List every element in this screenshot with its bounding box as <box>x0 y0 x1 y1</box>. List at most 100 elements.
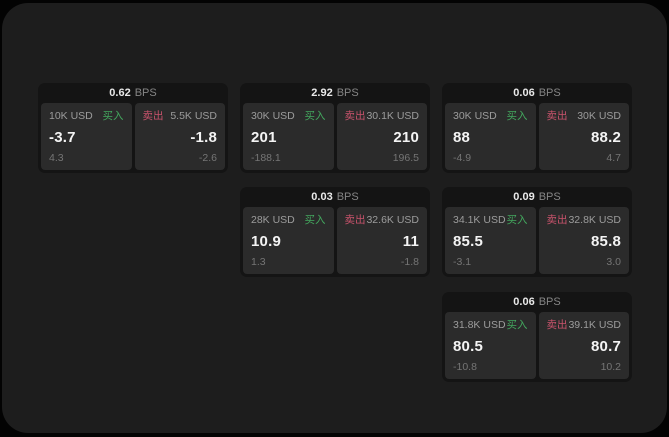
buy-panel-header: 34.1K USD 买入 <box>453 214 528 226</box>
sell-notional: 30.1K USD <box>366 110 419 122</box>
buy-panel-header: 28K USD 买入 <box>251 214 326 226</box>
buy-notional: 30K USD <box>453 110 497 122</box>
sell-panel-header: 卖出 39.1K USD <box>547 319 622 331</box>
quote-card: 2.92 BPS 30K USD 买入 201 -188.1 卖出 30.1K … <box>240 83 430 173</box>
quote-card: 0.06 BPS 30K USD 买入 88 -4.9 卖出 30K USD 8… <box>442 83 632 173</box>
spread-value: 0.62 <box>109 87 131 99</box>
spread-unit: BPS <box>336 191 359 203</box>
quote-panels: 30K USD 买入 201 -188.1 卖出 30.1K USD 210 1… <box>243 103 427 170</box>
sell-price: 80.7 <box>591 337 621 355</box>
buy-notional: 31.8K USD <box>453 319 506 331</box>
buy-panel[interactable]: 28K USD 买入 10.9 1.3 <box>243 207 334 274</box>
quote-panels: 28K USD 买入 10.9 1.3 卖出 32.6K USD 11 -1.8 <box>243 207 427 274</box>
sell-price: 210 <box>393 128 419 146</box>
sell-change: -2.6 <box>198 152 217 164</box>
sell-side-label: 卖出 <box>546 110 568 122</box>
sell-price: 85.8 <box>591 232 621 250</box>
sell-panel-header: 卖出 30K USD <box>547 110 622 122</box>
buy-change: 4.3 <box>49 152 64 164</box>
spread-value: 0.06 <box>513 87 535 99</box>
sell-change: 4.7 <box>606 152 621 164</box>
sell-side-label: 卖出 <box>344 214 366 226</box>
sell-price: -1.8 <box>190 128 217 146</box>
sell-panel-header: 卖出 30.1K USD <box>345 110 420 122</box>
buy-panel-header: 30K USD 买入 <box>453 110 528 122</box>
card-header: 0.03 BPS <box>243 187 427 207</box>
sell-panel[interactable]: 卖出 5.5K USD -1.8 -2.6 <box>134 103 225 170</box>
buy-price: -3.7 <box>49 128 76 146</box>
spread-value: 0.09 <box>513 191 535 203</box>
buy-panel[interactable]: 31.8K USD 买入 80.5 -10.8 <box>445 312 536 379</box>
buy-notional: 10K USD <box>49 110 93 122</box>
buy-notional: 30K USD <box>251 110 295 122</box>
sell-change: -1.8 <box>400 256 419 268</box>
quote-panels: 10K USD 买入 -3.7 4.3 卖出 5.5K USD -1.8 -2.… <box>41 103 225 170</box>
buy-price: 10.9 <box>251 232 281 250</box>
buy-change: -10.8 <box>453 361 477 373</box>
sell-notional: 39.1K USD <box>568 319 621 331</box>
buy-panel[interactable]: 30K USD 买入 88 -4.9 <box>445 103 536 170</box>
buy-change: -4.9 <box>453 152 472 164</box>
card-header: 0.09 BPS <box>445 187 629 207</box>
quote-card: 0.06 BPS 31.8K USD 买入 80.5 -10.8 卖出 39.1… <box>442 292 632 382</box>
buy-price: 80.5 <box>453 337 483 355</box>
sell-side-label: 卖出 <box>546 319 568 331</box>
quote-panels: 34.1K USD 买入 85.5 -3.1 卖出 32.8K USD 85.8… <box>445 207 629 274</box>
sell-side-label: 卖出 <box>344 110 366 122</box>
sell-panel[interactable]: 卖出 32.6K USD 11 -1.8 <box>336 207 427 274</box>
buy-notional: 28K USD <box>251 214 295 226</box>
sell-panel[interactable]: 卖出 30.1K USD 210 196.5 <box>336 103 427 170</box>
quote-card: 0.03 BPS 28K USD 买入 10.9 1.3 卖出 32.6K US… <box>240 187 430 277</box>
sell-panel[interactable]: 卖出 32.8K USD 85.8 3.0 <box>538 207 629 274</box>
spread-unit: BPS <box>336 87 359 99</box>
sell-panel[interactable]: 卖出 39.1K USD 80.7 10.2 <box>538 312 629 379</box>
buy-price: 88 <box>453 128 471 146</box>
buy-notional: 34.1K USD <box>453 214 506 226</box>
sell-panel-header: 卖出 5.5K USD <box>143 110 218 122</box>
quote-panels: 31.8K USD 买入 80.5 -10.8 卖出 39.1K USD 80.… <box>445 312 629 379</box>
sell-notional: 5.5K USD <box>170 110 217 122</box>
sell-side-label: 卖出 <box>142 110 164 122</box>
buy-side-label: 买入 <box>506 110 528 122</box>
buy-price: 85.5 <box>453 232 483 250</box>
sell-change: 10.2 <box>600 361 621 373</box>
buy-side-label: 买入 <box>304 110 326 122</box>
card-header: 0.06 BPS <box>445 292 629 312</box>
buy-panel[interactable]: 34.1K USD 买入 85.5 -3.1 <box>445 207 536 274</box>
sell-notional: 32.6K USD <box>366 214 419 226</box>
sell-panel-header: 卖出 32.8K USD <box>547 214 622 226</box>
buy-change: -188.1 <box>251 152 281 164</box>
buy-panel-header: 30K USD 买入 <box>251 110 326 122</box>
quote-card: 0.62 BPS 10K USD 买入 -3.7 4.3 卖出 5.5K USD… <box>38 83 228 173</box>
quote-card: 0.09 BPS 34.1K USD 买入 85.5 -3.1 卖出 32.8K… <box>442 187 632 277</box>
buy-panel-header: 10K USD 买入 <box>49 110 124 122</box>
sell-side-label: 卖出 <box>546 214 568 226</box>
buy-change: 1.3 <box>251 256 266 268</box>
spread-value: 0.03 <box>311 191 333 203</box>
card-header: 0.62 BPS <box>41 83 225 103</box>
sell-panel-header: 卖出 32.6K USD <box>345 214 420 226</box>
buy-panel[interactable]: 30K USD 买入 201 -188.1 <box>243 103 334 170</box>
card-header: 0.06 BPS <box>445 83 629 103</box>
card-header: 2.92 BPS <box>243 83 427 103</box>
buy-price: 201 <box>251 128 277 146</box>
sell-notional: 30K USD <box>577 110 621 122</box>
spread-unit: BPS <box>538 87 561 99</box>
spread-unit: BPS <box>538 296 561 308</box>
buy-side-label: 买入 <box>304 214 326 226</box>
buy-side-label: 买入 <box>102 110 124 122</box>
quote-panels: 30K USD 买入 88 -4.9 卖出 30K USD 88.2 4.7 <box>445 103 629 170</box>
spread-unit: BPS <box>134 87 157 99</box>
buy-change: -3.1 <box>453 256 472 268</box>
spread-value: 2.92 <box>311 87 333 99</box>
spread-unit: BPS <box>538 191 561 203</box>
sell-price: 88.2 <box>591 128 621 146</box>
sell-change: 196.5 <box>392 152 419 164</box>
buy-panel[interactable]: 10K USD 买入 -3.7 4.3 <box>41 103 132 170</box>
buy-side-label: 买入 <box>506 214 528 226</box>
buy-side-label: 买入 <box>506 319 528 331</box>
spread-value: 0.06 <box>513 296 535 308</box>
sell-notional: 32.8K USD <box>568 214 621 226</box>
sell-panel[interactable]: 卖出 30K USD 88.2 4.7 <box>538 103 629 170</box>
